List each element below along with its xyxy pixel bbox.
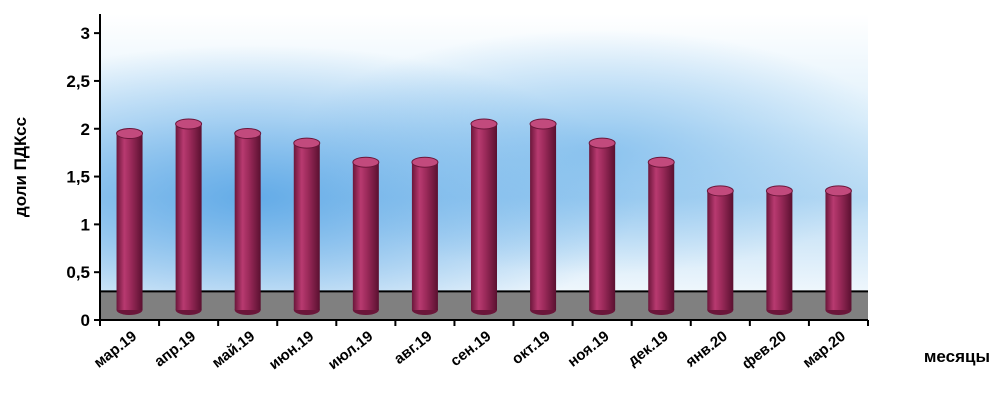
x-axis-title: месяцы [924, 347, 990, 366]
bar-body [530, 123, 557, 310]
x-category-label: июл.19 [325, 328, 376, 373]
x-category-label: ноя.19 [565, 328, 613, 371]
bar-top [116, 128, 144, 140]
bar-body [707, 190, 734, 310]
bar-top [765, 185, 793, 197]
bar-body [175, 123, 202, 310]
y-tick-label: 1 [81, 215, 90, 234]
bar-body [293, 143, 320, 310]
bar [175, 118, 203, 315]
x-category-label: июн.19 [266, 328, 317, 373]
x-category-label: апр.19 [151, 328, 199, 371]
y-axis-title: доли ПДКсс [11, 117, 30, 217]
bar-top [352, 156, 380, 168]
bar-body [825, 190, 852, 310]
bar [529, 118, 557, 315]
bar [824, 185, 852, 315]
bar-body [471, 123, 497, 310]
bar-body [116, 133, 143, 310]
bars-group [116, 118, 852, 315]
bar-body [352, 162, 379, 310]
bar [470, 118, 498, 315]
bar [765, 185, 793, 315]
y-ticks: 0 0,5 1 1,5 2 2,5 3 [66, 24, 100, 330]
bar [116, 128, 144, 315]
bar-body [234, 133, 261, 310]
bar [293, 137, 321, 315]
bar [352, 156, 380, 315]
bar-top [470, 118, 498, 130]
bar-body [411, 162, 438, 310]
bar [588, 137, 616, 315]
x-category-label: май.19 [209, 328, 258, 372]
bar-top [529, 118, 557, 130]
bar-top [647, 156, 675, 168]
bar [647, 156, 675, 315]
x-category-label: фев.20 [739, 328, 790, 373]
y-tick-label: 0 [81, 311, 90, 330]
x-category-label: авг.19 [391, 328, 435, 368]
y-tick-label: 1,5 [66, 168, 90, 187]
bar-top [706, 185, 734, 197]
x-category-label: сен.19 [447, 328, 494, 370]
bar [706, 185, 734, 315]
x-category-label: янв.20 [683, 328, 731, 371]
bar [411, 156, 439, 315]
x-category-label: мар.20 [800, 328, 849, 372]
bar-body [589, 143, 616, 310]
bar-body [766, 190, 793, 310]
x-category-label: окт.19 [509, 328, 554, 368]
y-tick-label: 2 [81, 120, 90, 139]
x-category-label: мар.19 [91, 328, 140, 372]
y-tick-label: 0,5 [66, 263, 90, 282]
bar-body [648, 162, 675, 310]
bar-top [175, 118, 203, 130]
y-tick-label: 2,5 [66, 72, 90, 91]
bar-top [824, 185, 852, 197]
bar-top [411, 156, 439, 168]
bar [234, 128, 262, 315]
bar-top [293, 137, 321, 149]
y-tick-label: 3 [81, 24, 90, 43]
bar-top [234, 128, 262, 140]
x-ticks: мар.19 апр.19 май.19 июн.19 июл.19 авг.19 сен.… [91, 320, 869, 373]
x-category-label: дек.19 [625, 328, 672, 370]
bar-top [588, 137, 616, 149]
